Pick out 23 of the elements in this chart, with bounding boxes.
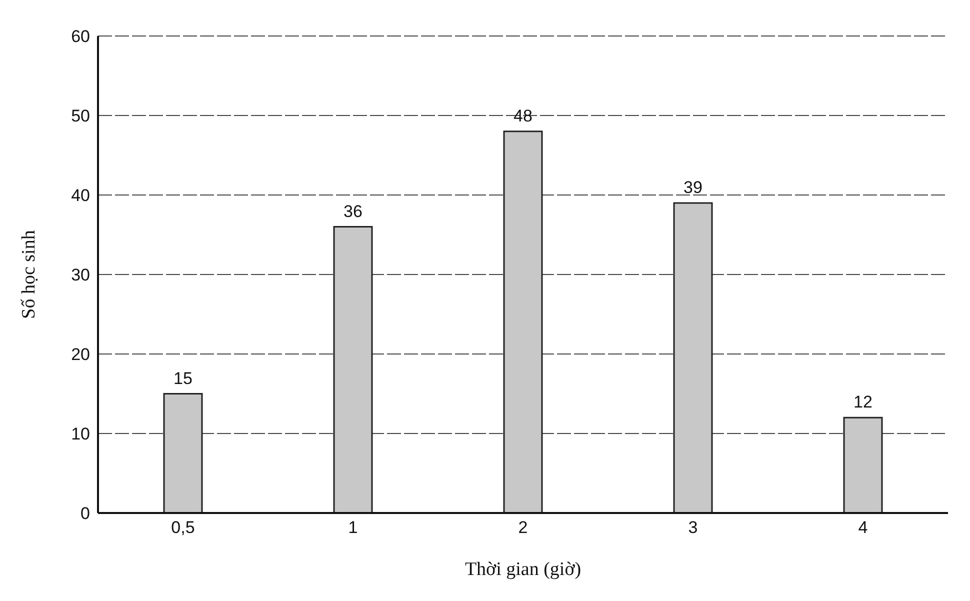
data-label: 36 [344,202,362,221]
x-tick-label: 2 [518,518,528,538]
y-axis-title: Số học sinh [18,230,40,319]
x-tick-label: 4 [858,518,868,538]
bar [843,416,883,513]
y-tick-label: 10 [71,424,90,444]
data-label: 12 [854,392,872,412]
x-axis-title: Thời gian (giờ) [464,559,582,580]
y-tick-label: 50 [71,106,90,126]
x-tick-label: 3 [688,518,698,538]
bar [673,202,713,513]
y-tick-label: 40 [71,186,90,206]
y-tick-label: 20 [71,345,90,364]
bar [503,130,543,513]
data-label: 15 [174,368,192,388]
data-label: 39 [684,178,702,197]
x-tick-label: 0,5 [171,518,195,538]
y-tick-label: 60 [71,27,90,46]
y-tick-label: 30 [71,266,90,285]
x-tick-label: 1 [348,518,358,538]
y-tick-label: 0 [80,504,90,524]
bar [333,226,373,513]
bar [163,393,203,513]
